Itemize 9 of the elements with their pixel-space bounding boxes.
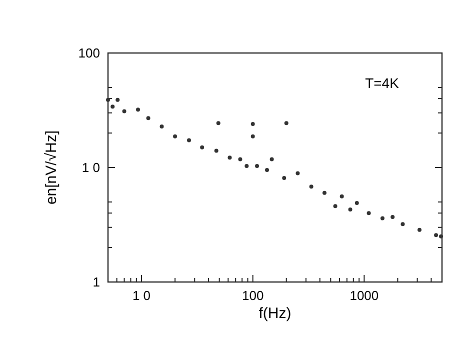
x-tick-label: 1000 (350, 288, 379, 303)
y-tick-label: 100 (78, 46, 100, 60)
x-tick-label: 100 (242, 288, 264, 303)
annotation: T=4K (365, 75, 400, 91)
y-tick-label: 1 (92, 274, 100, 290)
x-axis-title: f(Hz) (258, 305, 292, 322)
y-tick-label: 1 0 (82, 160, 100, 175)
y-axis-title: en[nV/√Hz] (43, 130, 60, 205)
x-tick-label: 1 0 (132, 288, 151, 303)
